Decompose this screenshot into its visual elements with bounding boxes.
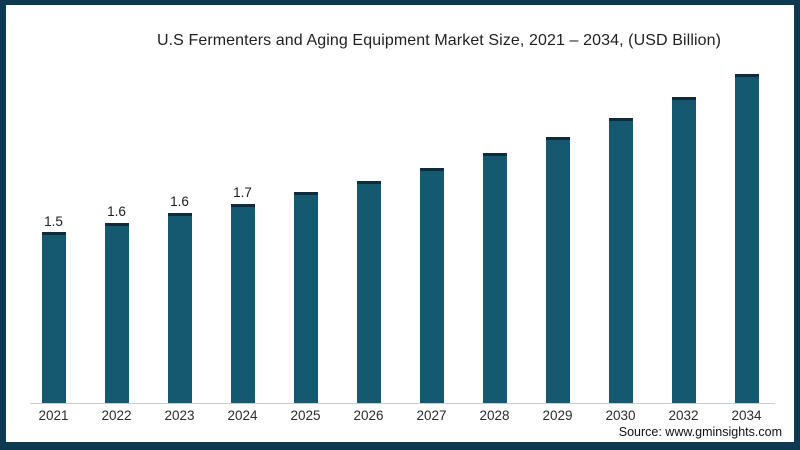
bar-group [274,61,337,403]
x-tick-label: 2021 [38,408,69,423]
bar-group [400,61,463,403]
bar-value-label: 1.5 [44,213,63,229]
bar-group [463,61,526,403]
plot-area: 1.5 1.6 1.6 1.7 [22,61,778,403]
source-credit: Source: www.gminsights.com [618,425,782,439]
x-tick-label: 2026 [353,408,384,423]
x-tick-label: 2027 [416,408,447,423]
x-tick-label: 2029 [542,408,573,423]
bar [41,232,66,403]
bar [167,212,192,403]
bar [608,118,633,403]
bar [293,192,318,403]
bar-group: 1.7 [211,61,274,403]
x-tick-label: 2030 [605,408,636,423]
bar-group [715,61,778,403]
bar-group: 1.5 [22,61,85,403]
bar-group [589,61,652,403]
bar [104,222,129,403]
bar [671,97,696,403]
x-tick-label: 2022 [101,408,132,423]
x-tick-label: 2028 [479,408,510,423]
x-tick-label: 2025 [290,408,321,423]
bar-group: 1.6 [85,61,148,403]
x-axis-line [30,403,775,404]
x-tick-label: 2023 [164,408,195,423]
bar-group [652,61,715,403]
chart-title: U.S Fermenters and Aging Equipment Marke… [156,32,722,49]
bar-value-label: 1.7 [233,185,252,200]
x-tick-label: 2034 [731,408,762,423]
x-axis-tick-labels: 2021 2022 2023 2024 2025 2026 2027 2028 2029 2030… [22,408,778,423]
x-tick-label: 2024 [227,408,258,423]
bar [356,180,381,403]
bar [230,203,255,403]
bar [545,137,570,403]
bar [734,73,759,403]
x-tick-label: 2032 [668,408,699,423]
bar-value-label: 1.6 [170,194,189,210]
bar [482,153,507,403]
bar-group: 1.6 [148,61,211,403]
bar-group [526,61,589,403]
bar [419,168,444,403]
bar-group [337,61,400,403]
bar-value-label: 1.6 [107,204,126,220]
